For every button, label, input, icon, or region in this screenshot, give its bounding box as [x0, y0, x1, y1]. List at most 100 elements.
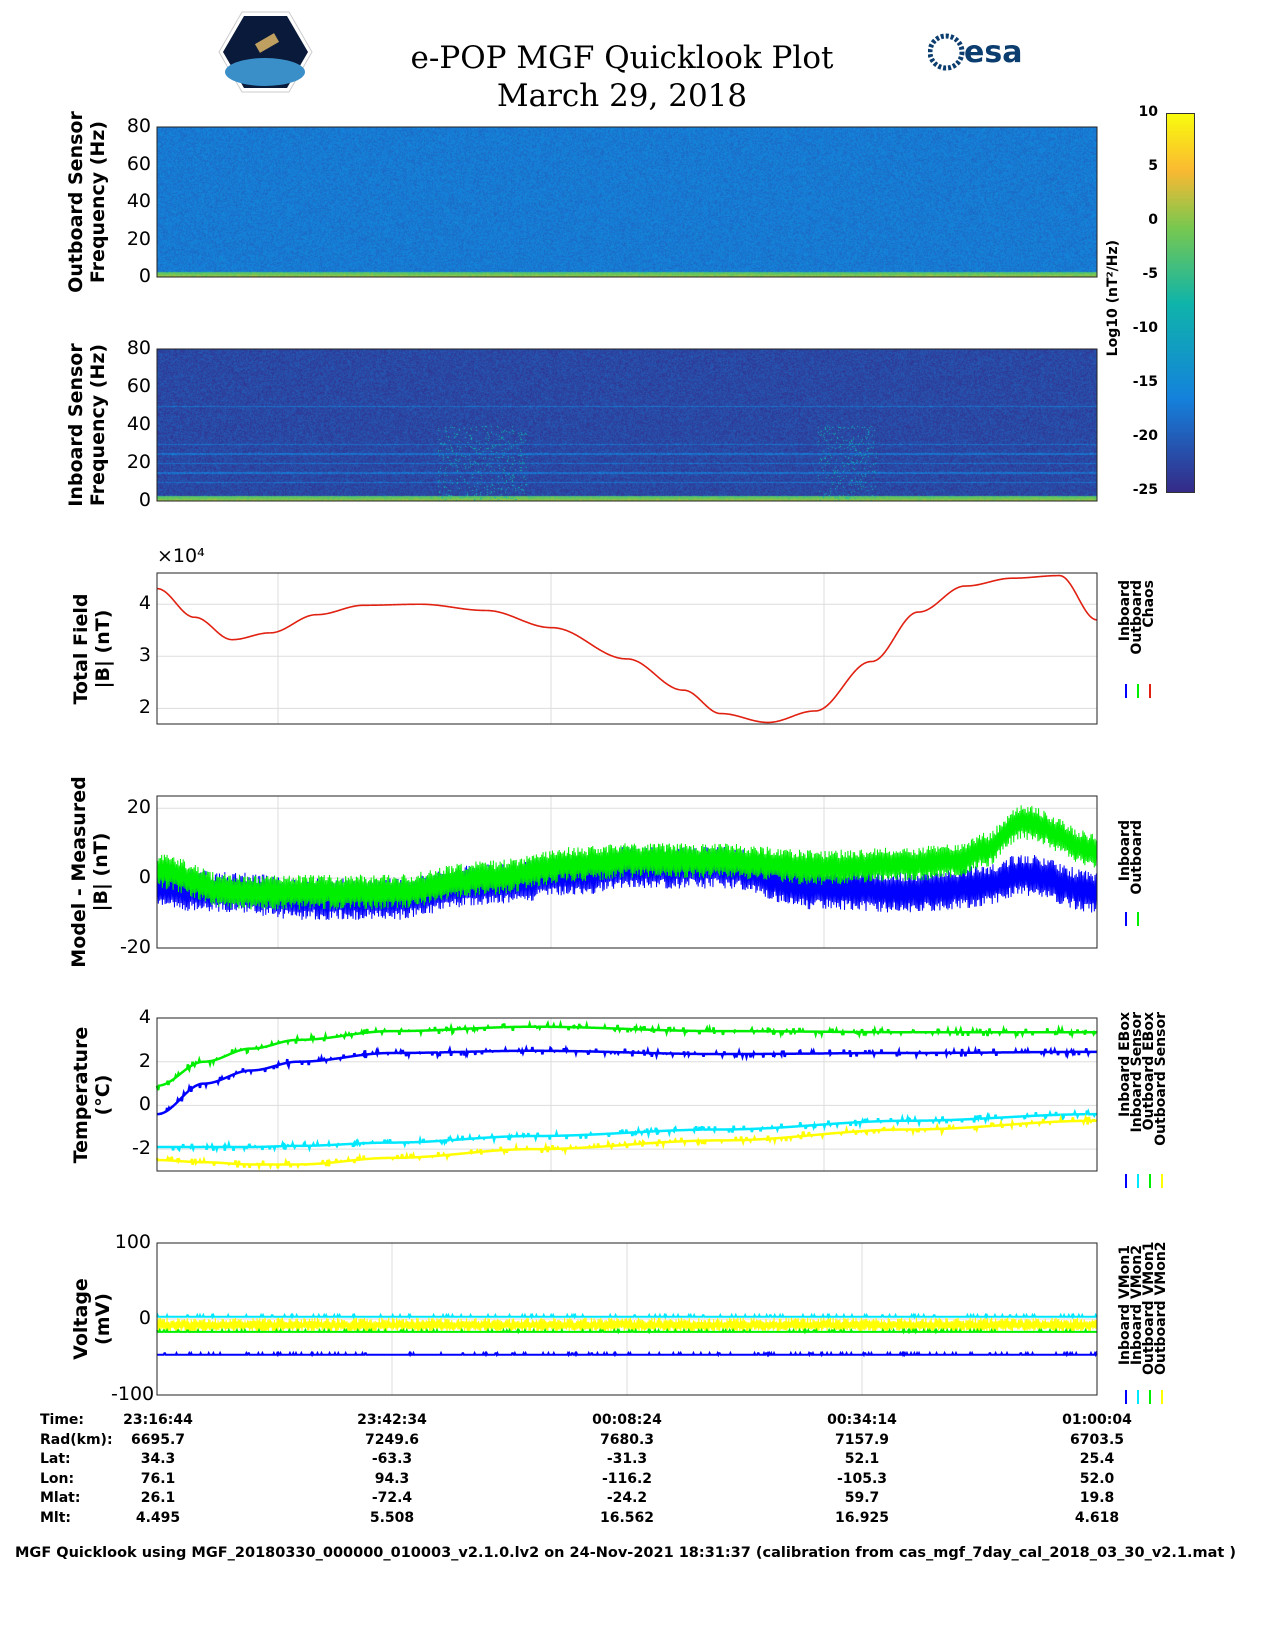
- legend-label: Outboard VMon2: [1153, 1241, 1169, 1375]
- colorbar-tick: -20: [1132, 428, 1158, 444]
- y-tick-label: 60: [126, 152, 151, 175]
- axes-frame: [156, 1017, 1098, 1172]
- svg-text:esa: esa: [964, 35, 1022, 70]
- y-tick-label: 0: [138, 265, 151, 287]
- y-tick-label: 60: [126, 375, 151, 397]
- y-tick-label: 20: [126, 227, 151, 250]
- plot-title: e-POP MGF Quicklook Plot: [410, 40, 834, 76]
- y-axis-label: Inboard Sensor Frequency (Hz): [65, 343, 109, 507]
- series-inboard-vmon2: [156, 1312, 1098, 1320]
- colorbar-tick: -15: [1132, 374, 1158, 390]
- footer-caption: MGF Quicklook using MGF_20180330_000000_…: [15, 1545, 1237, 1561]
- table-row-label: Lat:: [40, 1451, 71, 1468]
- axes-frame: [156, 795, 1098, 949]
- plot-date: March 29, 2018: [496, 78, 748, 114]
- table-cell: 94.3: [374, 1470, 410, 1487]
- table-cell: 4.618: [1074, 1510, 1120, 1526]
- table-cell: 00:08:24: [592, 1412, 662, 1428]
- colorbar-tick: -25: [1132, 482, 1158, 498]
- y-tick-label: 2: [138, 1049, 151, 1072]
- table-cell: -116.2: [601, 1470, 653, 1487]
- series-outboard-ebox: [155, 1019, 1097, 1091]
- y-tick-label: 2: [138, 696, 151, 719]
- inboard-spectrogram: [157, 349, 1097, 501]
- table-cell: 6695.7: [130, 1431, 186, 1448]
- table-cell: 25.4: [1079, 1451, 1115, 1468]
- y-tick-label: -100: [111, 1383, 155, 1405]
- table-cell: -63.3: [371, 1451, 413, 1468]
- table-cell: 34.3: [140, 1451, 176, 1468]
- table-cell: 7157.9: [834, 1431, 890, 1448]
- y-tick-label: 4: [138, 592, 151, 615]
- esa-logo: esa: [928, 33, 1022, 71]
- y-tick-label: 0: [138, 1093, 151, 1116]
- table-cell: 76.1: [140, 1470, 176, 1487]
- colorbar-tick: -10: [1132, 320, 1158, 336]
- y-axis-label: Total Field |B| (nT): [70, 593, 114, 705]
- colorbar-tick: 0: [1148, 212, 1158, 228]
- y-tick-label: 80: [126, 115, 151, 137]
- y-tick-label: 0: [138, 866, 151, 889]
- table-cell: 5.508: [369, 1510, 415, 1526]
- table-cell: 26.1: [140, 1490, 176, 1507]
- series-inboard-ebox: [156, 1044, 1098, 1116]
- table-cell: 23:16:44: [123, 1412, 193, 1428]
- y-tick-label: 100: [114, 1231, 151, 1253]
- table-row-label: Rad(km):: [40, 1431, 113, 1448]
- y-tick-label: 40: [126, 190, 151, 212]
- colorbar-tick: -5: [1142, 266, 1158, 282]
- colorbar-tick: 5: [1148, 158, 1158, 174]
- axes-frame: [156, 1242, 1098, 1396]
- colorbar-tick: 10: [1138, 104, 1158, 120]
- y-tick-label: -2: [132, 1137, 151, 1160]
- voltage-axes: [157, 1242, 1097, 1396]
- table-cell: -31.3: [606, 1451, 648, 1468]
- y-tick-label: 20: [126, 796, 151, 819]
- table-cell: 52.1: [844, 1451, 880, 1468]
- table-cell: 19.8: [1079, 1490, 1115, 1507]
- series-outboard: [156, 805, 1098, 910]
- y-tick-label: -20: [119, 936, 151, 958]
- table-row-label: Time:: [40, 1412, 85, 1428]
- y-tick-label: 20: [126, 451, 151, 473]
- series-inboard-sensor: [157, 1108, 1098, 1154]
- y-tick-label: 0: [138, 489, 151, 511]
- table-cell: 16.925: [834, 1510, 890, 1526]
- table-cell: 01:00:04: [1062, 1412, 1132, 1428]
- y-tick-label: 3: [138, 644, 151, 667]
- series-outboard-vmon2: [156, 1317, 1098, 1333]
- table-cell: 4.495: [135, 1510, 181, 1526]
- cassiope-logo: [218, 11, 313, 93]
- y-tick-label: 0: [138, 1307, 151, 1329]
- series-inboard-vmon1: [157, 1350, 1098, 1358]
- y-axis-label: Outboard Sensor Frequency (Hz): [65, 111, 109, 293]
- table-cell: 52.0: [1079, 1470, 1115, 1487]
- table-cell: -24.2: [606, 1490, 648, 1507]
- colorbar: [1166, 113, 1195, 493]
- table-cell: 23:42:34: [357, 1412, 427, 1428]
- table-row-label: Lon:: [40, 1470, 75, 1487]
- y-tick-label: 40: [126, 413, 151, 435]
- y-axis-label: Model - Measured |B| (nT): [68, 776, 112, 968]
- table-cell: 7249.6: [364, 1431, 420, 1448]
- axes-frame: [156, 572, 1098, 725]
- table-row-label: Mlt:: [40, 1510, 72, 1526]
- series-outboard-vmon1: [156, 1327, 1097, 1335]
- total-field-axes: [157, 573, 1097, 724]
- legend-label: Outboard Sensor: [1153, 1012, 1169, 1146]
- axis-exponent: ×10⁴: [157, 545, 205, 567]
- y-tick-label: 80: [126, 337, 151, 359]
- legend-label: Outboard: [1129, 820, 1145, 895]
- axes-frame: [156, 126, 1098, 278]
- table-cell: 7680.3: [599, 1431, 655, 1448]
- y-axis-label: Voltage (mV): [70, 1278, 114, 1360]
- table-row-label: Mlat:: [40, 1490, 81, 1507]
- table-cell: 6703.5: [1069, 1431, 1125, 1448]
- table-cell: 16.562: [599, 1510, 655, 1526]
- y-axis-label: Temperature (°C): [70, 1026, 114, 1163]
- outboard-spectrogram: [157, 127, 1097, 277]
- legend-label: Chaos: [1141, 580, 1157, 628]
- table-cell: -105.3: [836, 1470, 888, 1487]
